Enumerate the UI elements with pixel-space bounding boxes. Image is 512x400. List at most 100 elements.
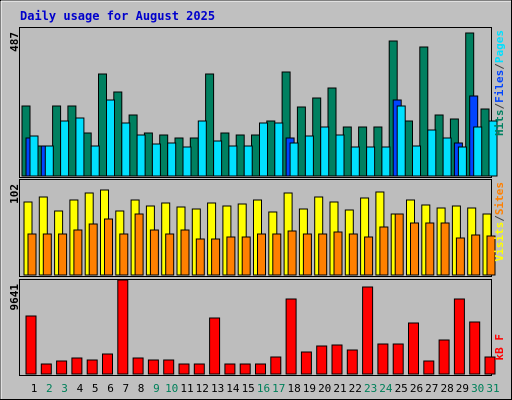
bar-sites-day-14 (226, 236, 236, 276)
bar-pages-day-5 (90, 145, 100, 177)
legend-hits-files-pages: Hits/Files/Pages (493, 30, 506, 136)
bar-kbytes-day-11 (178, 363, 190, 375)
bar-kbytes-day-12 (193, 363, 205, 375)
bar-sites-day-6 (104, 218, 113, 276)
bar-kbytes-day-15 (239, 363, 251, 375)
panel-hits-files-pages: 487 Hits/Files/Pages (8, 27, 506, 178)
panel-kbytes-scale-label: 9641 (8, 284, 21, 311)
x-label-day-16: 16 (257, 382, 270, 395)
x-label-day-29: 29 (456, 382, 469, 395)
bar-sites-day-24 (379, 226, 389, 276)
bar-kbytes-day-14 (224, 363, 236, 375)
bar-pages-day-16 (259, 122, 268, 177)
bar-pages-day-9 (151, 143, 161, 177)
x-label-day-30: 30 (471, 382, 484, 395)
x-label-day-22: 22 (349, 382, 362, 395)
bar-sites-day-11 (180, 229, 190, 276)
x-label-day-19: 19 (303, 382, 316, 395)
bar-kbytes-day-18 (285, 298, 297, 375)
x-label-day-12: 12 (196, 382, 209, 395)
bar-kbytes-day-16 (255, 363, 266, 375)
bar-pages-day-19 (304, 135, 314, 177)
bar-pages-day-27 (427, 129, 437, 177)
x-label-day-9: 9 (153, 382, 160, 395)
bar-kbytes-day-20 (316, 345, 328, 375)
bar-kbytes-day-4 (71, 357, 83, 375)
bar-pages-day-15 (243, 145, 253, 177)
bar-sites-day-12 (195, 238, 205, 276)
x-label-day-10: 10 (165, 382, 178, 395)
bar-pages-day-7 (121, 122, 131, 177)
bar-kbytes-day-28 (438, 339, 450, 375)
bar-sites-day-28 (440, 222, 450, 276)
panel-kbytes: 9641 kB F (8, 279, 506, 376)
bar-sites-day-2 (42, 233, 52, 276)
bar-sites-day-21 (333, 231, 343, 276)
legend-item-hits-0: Hits (493, 110, 506, 137)
x-label-day-25: 25 (395, 382, 408, 395)
x-axis-day-labels: 1 2 3 4 5 6 7 8 9 10 11 12 13 14 15 16 17 18 19 20 21 22 23 24 2… (31, 382, 500, 395)
x-label-day-4: 4 (77, 382, 84, 395)
bar-sites-day-30 (471, 234, 481, 276)
bar-pages-day-30 (473, 126, 483, 177)
bar-pages-day-6 (106, 99, 115, 177)
bar-pages-day-23 (366, 146, 376, 177)
bar-sites-day-10 (165, 233, 175, 276)
x-label-day-2: 2 (46, 382, 53, 395)
bar-kbytes-day-13 (209, 317, 221, 375)
bar-sites-day-1 (27, 233, 37, 276)
bar-sites-day-19 (302, 233, 312, 276)
panel-visits-legend: Visits/Sites (493, 182, 506, 262)
legend-visits-sites: Visits/Sites (493, 182, 506, 262)
panel-hits-bars (21, 32, 498, 177)
bar-pages-day-29 (457, 146, 467, 177)
bar-pages-day-20 (320, 126, 330, 177)
bar-sites-day-27 (425, 222, 435, 276)
bar-pages-day-4 (75, 117, 85, 177)
bar-pages-day-10 (167, 142, 177, 177)
x-label-day-3: 3 (61, 382, 68, 395)
bar-kbytes-day-7 (117, 279, 129, 375)
x-label-day-21: 21 (333, 382, 346, 395)
bar-pages-day-17 (274, 122, 284, 177)
bar-kbytes-day-17 (270, 356, 282, 375)
x-label-day-13: 13 (211, 382, 224, 395)
legend-item-slash-1: / (493, 103, 506, 110)
bar-sites-day-29 (455, 237, 465, 276)
bar-kbytes-day-9 (147, 359, 159, 375)
bar-pages-day-12 (197, 120, 207, 177)
bar-kbytes-day-2 (40, 363, 52, 375)
bar-sites-day-3 (58, 233, 68, 276)
bar-sites-day-23 (364, 236, 374, 276)
bar-kbytes-day-10 (163, 359, 175, 375)
bar-sites-day-26 (410, 222, 419, 276)
bar-sites-day-16 (257, 233, 266, 276)
legend-kbytes: kB F (493, 334, 506, 361)
x-label-day-28: 28 (440, 382, 453, 395)
bar-pages-day-21 (335, 134, 345, 177)
bar-kbytes-day-5 (86, 359, 98, 375)
bar-sites-day-7 (119, 233, 129, 276)
bar-pages-day-28 (442, 137, 452, 177)
legend-item-slash-3: / (493, 63, 506, 70)
bar-sites-day-18 (287, 230, 297, 276)
bar-kbytes-day-24 (377, 343, 389, 375)
bar-kbytes-day-25 (392, 343, 404, 375)
bar-sites-day-25 (394, 213, 404, 276)
legend-item-visits-0: Visits (493, 222, 506, 262)
bar-pages-day-31 (488, 120, 498, 177)
bar-kbytes-day-8 (132, 357, 144, 375)
chart-title: Daily usage for August 2025 (20, 9, 215, 23)
bar-kbytes-day-29 (453, 298, 465, 375)
bar-kbytes-day-3 (56, 360, 68, 375)
bar-pages-day-2 (44, 145, 54, 177)
panel-hits-scale-label: 487 (8, 32, 21, 52)
x-label-day-23: 23 (364, 382, 377, 395)
x-label-day-8: 8 (138, 382, 145, 395)
bar-pages-day-8 (136, 134, 146, 177)
x-label-day-1: 1 (31, 382, 38, 395)
x-label-day-5: 5 (92, 382, 99, 395)
panel-kbytes-legend: kB F (493, 334, 506, 361)
panel-visits-sites: 102 Visits/Sites (8, 179, 506, 277)
